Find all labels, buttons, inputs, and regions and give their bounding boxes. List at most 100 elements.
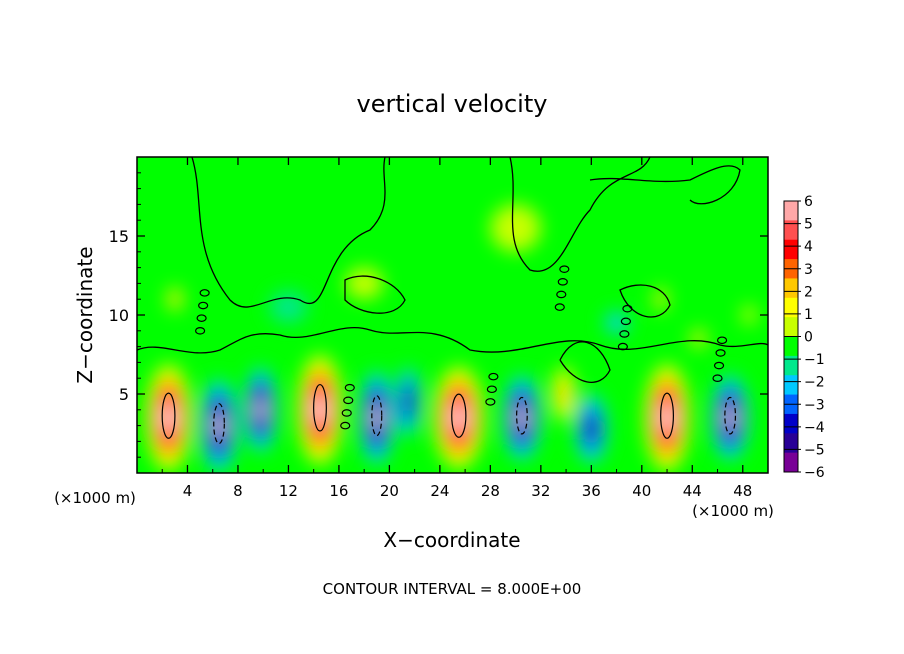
contour-dot-1: [485, 398, 496, 406]
contour-dot-3: [196, 314, 207, 322]
heatmap-cell-19-level-1: [269, 291, 308, 323]
colorbar-swatch: [784, 297, 798, 318]
x-tick-label: 20: [380, 482, 399, 500]
x-tick-label: 44: [683, 482, 702, 500]
heatmap-cell-2-level-7: [257, 401, 264, 419]
x-tick-label: 48: [733, 482, 752, 500]
colorbar-swatch: [784, 239, 798, 260]
contour-dot-2: [557, 278, 568, 286]
contour-dot-1: [486, 385, 497, 394]
x-axis: 4 8 12 16 20 24 28 32 36 40 44 48: [161, 157, 769, 500]
heatmap-area: [137, 157, 768, 473]
colorbar-swatch: [784, 375, 798, 396]
chart-title: vertical velocity: [357, 90, 548, 118]
x-tick-label: 16: [329, 482, 348, 500]
contour-dot-4: [617, 342, 628, 351]
colorbar-tick-label: 0: [804, 330, 813, 346]
heatmap-cell-3-level-8: [315, 400, 324, 420]
x-tick-label: 24: [430, 482, 449, 500]
heatmap-cell-4-level-7: [373, 408, 381, 428]
contour-dot-3: [195, 326, 206, 335]
colorbar-swatch: [784, 355, 798, 376]
x-tick-label: 28: [481, 482, 500, 500]
colorbar-swatch: [784, 336, 798, 357]
heatmap-cell-5-level-5: [404, 392, 412, 412]
colorbar-tick-label: −6: [804, 465, 825, 481]
colorbar-swatch: [784, 220, 798, 241]
colorbar-swatch: [784, 433, 798, 454]
heatmap-cell-18-level-2: [608, 315, 625, 331]
contour-dot-0: [344, 383, 355, 392]
x-axis-label: X−coordinate: [383, 528, 520, 552]
colorbar-tick-label: 2: [804, 284, 813, 300]
heatmap-cell-8-level-3: [558, 382, 569, 406]
zero-contour-lines: [137, 157, 768, 383]
x-tick-label: 40: [632, 482, 651, 500]
heatmap-cell-13-level-3: [658, 294, 664, 305]
cell-contour-6: [451, 393, 467, 438]
heatmap-cell-1-level-7: [215, 416, 223, 436]
contour-dot-4: [620, 317, 631, 326]
heatmap-cell-11-level-7: [726, 409, 734, 427]
colorbar-tick-label: −1: [804, 352, 825, 368]
heatmap-cell-7-level-7: [518, 409, 526, 427]
cell-contour-3: [313, 383, 327, 432]
x-tick-label: 4: [183, 482, 193, 500]
contour-dot-5: [715, 349, 726, 357]
cell-contours: [161, 383, 737, 445]
contour-dot-4: [619, 330, 630, 338]
cell-contour-10: [660, 392, 675, 439]
colorbar: 6 5 4 3 2 1 0 −1 −2 −3 −4 −5 −6: [783, 194, 825, 481]
x-tick-label: 32: [531, 482, 550, 500]
contour-dot-4: [622, 304, 633, 313]
heatmap-cell-6-level-8: [454, 408, 464, 427]
contour-dot-3: [198, 301, 209, 310]
heatmap-cell-9-level-5: [586, 419, 596, 439]
colorbar-tick-label: 6: [804, 194, 813, 210]
cell-contour-4: [371, 395, 383, 437]
contour-dot-2: [559, 265, 570, 273]
contour-dot-2: [554, 303, 565, 311]
x-unit-right: (×1000 m): [692, 502, 774, 520]
cell-contour-1: [213, 403, 225, 445]
contour-dot-0: [340, 421, 351, 430]
colorbar-tick-label: −4: [804, 420, 825, 436]
colorbar-tick-label: 5: [804, 217, 813, 233]
y-tick-label: 15: [109, 227, 129, 246]
heatmap-cell-15-level-2: [745, 309, 753, 321]
colorbar-swatch: [784, 317, 798, 337]
contour-dot-2: [556, 290, 567, 299]
x-tick-label: 12: [279, 482, 298, 500]
x-unit-left: (×1000 m): [54, 489, 136, 507]
heatmap-cell-10-level-8: [663, 408, 672, 428]
heatmap-cell-16-level-1: [345, 267, 384, 300]
cell-contour-11: [724, 396, 737, 435]
x-tick-label: 36: [582, 482, 601, 500]
colorbar-tick-label: 1: [804, 307, 813, 323]
colorbar-tick-label: −3: [804, 397, 825, 413]
colorbar-tick-label: −5: [804, 442, 825, 458]
contour-dots: [195, 265, 728, 430]
y-axis-label: Z−coordinate: [73, 246, 97, 383]
contour-dot-0: [343, 396, 354, 405]
colorbar-tick-label: 3: [804, 262, 813, 278]
cell-contour-7: [516, 396, 528, 435]
colorbar-swatch: [784, 201, 798, 221]
cell-contour-0: [161, 392, 176, 439]
contour-dot-3: [199, 289, 210, 297]
colorbar-swatch: [784, 413, 798, 434]
heatmap-cell-17-level-1: [490, 204, 541, 252]
heatmap-cell-12-level-3: [171, 294, 179, 305]
y-axis: 5 10 15: [109, 172, 768, 458]
contour-dot-5: [716, 336, 728, 345]
colorbar-tick-label: −2: [804, 375, 825, 391]
heatmap-cell-0-level-8: [164, 408, 173, 428]
y-tick-label: 10: [109, 306, 129, 325]
contour-dot-1: [488, 372, 499, 381]
y-tick-label: 5: [119, 385, 129, 404]
contour-interval-note: CONTOUR INTERVAL = 8.000E+00: [323, 580, 582, 598]
x-tick-label: 8: [233, 482, 243, 500]
contour-dot-0: [341, 409, 352, 417]
contour-dot-5: [713, 361, 725, 370]
